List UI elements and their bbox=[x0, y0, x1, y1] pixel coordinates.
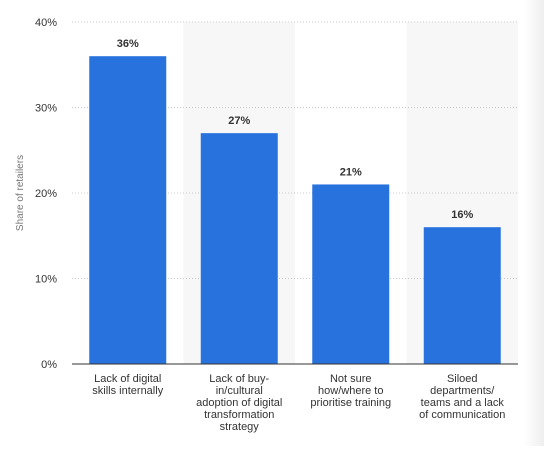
x-category-label-3: Not sure how/where to prioritise training bbox=[310, 373, 391, 409]
x-category-label-line: skills internally bbox=[92, 385, 163, 397]
y-tick-label: 30% bbox=[35, 103, 57, 115]
bar-3[interactable] bbox=[312, 184, 390, 364]
x-category-label-2: Lack of buy-in/cultural adoption of digit… bbox=[196, 373, 282, 433]
y-tick-label: 0% bbox=[41, 359, 57, 371]
x-category-label-line: how/where to bbox=[318, 385, 383, 397]
value-label-1: 36% bbox=[117, 38, 139, 50]
bars-group bbox=[89, 56, 501, 364]
bar-1[interactable] bbox=[89, 56, 167, 364]
x-category-label-line: in/cultural bbox=[216, 385, 263, 397]
x-category-label-line: strategy bbox=[220, 421, 260, 433]
x-category-label-line: prioritise training bbox=[310, 397, 391, 409]
x-category-label-line: adoption of digital bbox=[196, 397, 282, 409]
x-category-label-4: Siloed departments/teams and a lack of com… bbox=[419, 373, 505, 421]
grid-lines bbox=[72, 21, 518, 279]
x-category-label-line: Lack of buy- bbox=[209, 373, 269, 385]
x-category-label-line: transformation bbox=[204, 409, 274, 421]
y-tick-label: 10% bbox=[35, 274, 57, 286]
y-axis-ticks-group: 0% 10% 20% 30% 40% bbox=[35, 17, 57, 371]
value-label-4: 16% bbox=[451, 209, 473, 221]
y-tick-label: 40% bbox=[35, 17, 57, 29]
bar-4[interactable] bbox=[423, 227, 501, 364]
x-category-label-line: Siloed bbox=[447, 373, 478, 385]
y-tick-label: 20% bbox=[35, 188, 57, 200]
x-category-label-line: departments/ bbox=[430, 385, 495, 397]
value-label-3: 21% bbox=[340, 166, 362, 178]
value-label-2: 27% bbox=[228, 115, 250, 127]
value-labels-group: 36% 27% 21% 16% bbox=[117, 38, 474, 221]
y-axis-title: Share of retailers bbox=[15, 155, 26, 231]
x-category-label-line: teams and a lack bbox=[421, 397, 505, 409]
x-category-label-1: Lack of digital skills internally bbox=[92, 373, 163, 397]
bar-2[interactable] bbox=[200, 133, 278, 364]
x-category-label-line: Not sure bbox=[330, 373, 372, 385]
x-category-label-line: Lack of digital bbox=[94, 373, 161, 385]
x-category-label-line: of communication bbox=[419, 409, 505, 421]
